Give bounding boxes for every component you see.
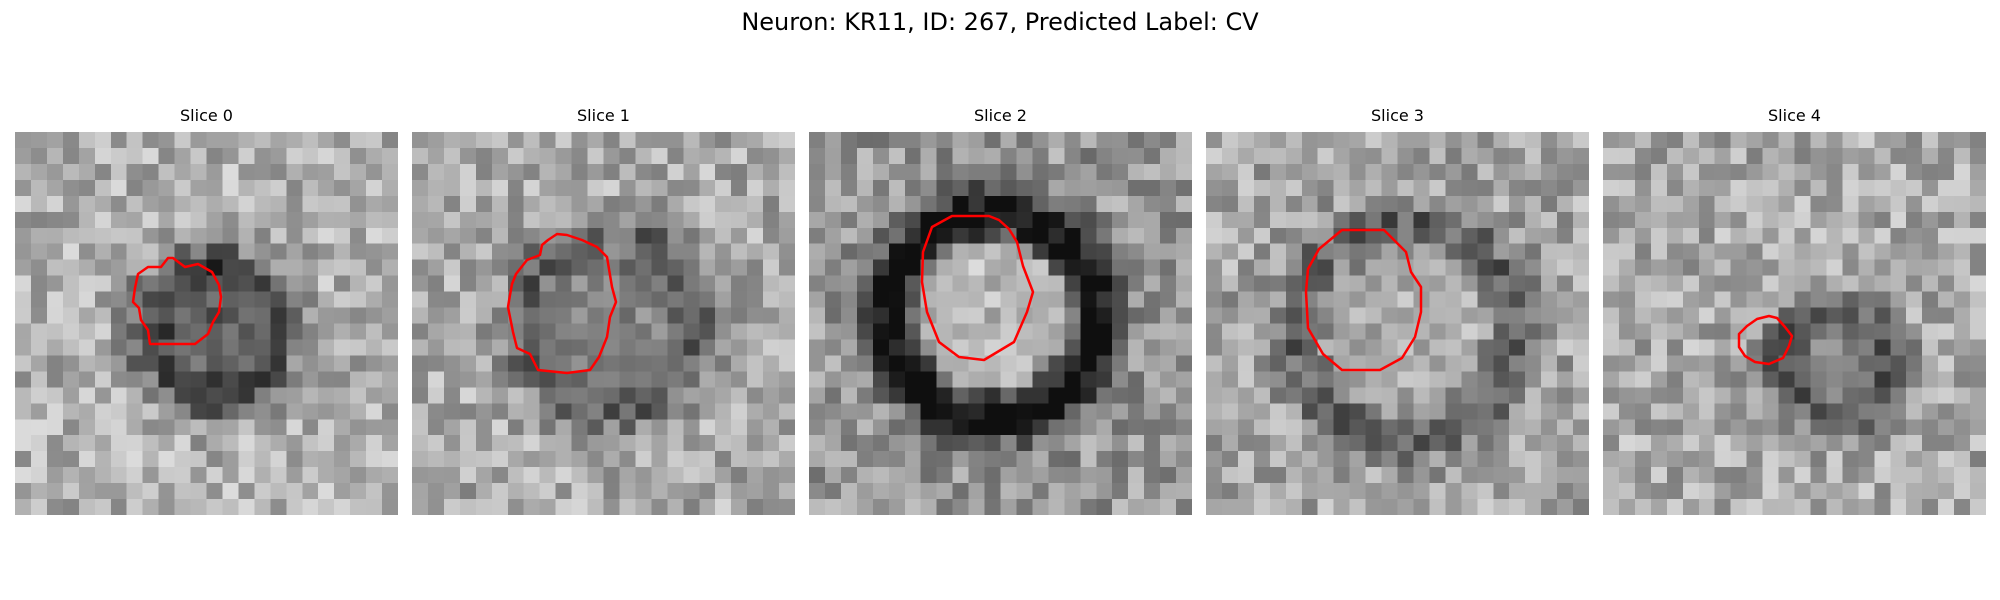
slice-image [412, 132, 795, 515]
roi-contour [506, 232, 618, 375]
slice-title: Slice 4 [1768, 106, 1821, 125]
slice-title: Slice 2 [974, 106, 1027, 125]
roi-outline [1737, 314, 1794, 366]
slice-title: Slice 0 [180, 106, 233, 125]
roi-contour [920, 214, 1035, 362]
slice-image [809, 132, 1192, 515]
roi-outline [506, 232, 618, 375]
slice-title: Slice 1 [577, 106, 630, 125]
figure-title: Neuron: KR11, ID: 267, Predicted Label: … [741, 8, 1259, 36]
slice-panel-2: Slice 2 [809, 106, 1195, 515]
slice-title: Slice 3 [1371, 106, 1424, 125]
slice-image [1603, 132, 1986, 515]
roi-contour [1304, 228, 1423, 372]
roi-contour [1737, 314, 1794, 366]
slice-image [1206, 132, 1589, 515]
slice-image [15, 132, 398, 515]
roi-outline [1304, 228, 1423, 372]
roi-outline [920, 214, 1035, 362]
slice-panel-3: Slice 3 [1206, 106, 1592, 515]
slice-panel-1: Slice 1 [412, 106, 798, 515]
slice-panel-4: Slice 4 [1603, 106, 1989, 515]
roi-contour [131, 256, 223, 346]
slice-panel-0: Slice 0 [15, 106, 401, 515]
roi-outline [131, 256, 223, 346]
